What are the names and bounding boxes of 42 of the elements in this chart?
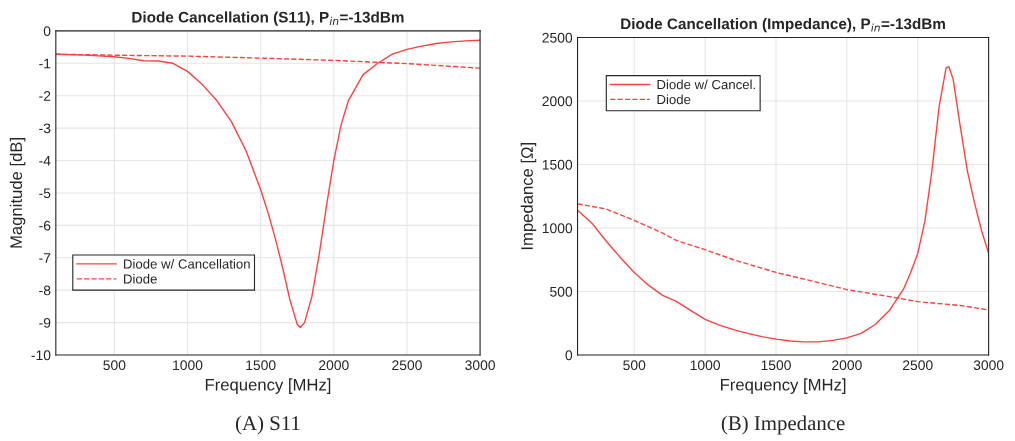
text: (A) S11 [235, 415, 300, 435]
legend-label: Diode w/ Cancellation [124, 258, 250, 269]
y-tick-label: -7 [39, 253, 51, 263]
x-tick-label: 2000 [832, 360, 862, 371]
x-tick-label: 1500 [246, 360, 276, 371]
legend-label: Diode w/ Cancel. [657, 79, 755, 90]
y-tick-label: 1500 [542, 159, 573, 170]
y-tick-label: 0 [565, 350, 573, 361]
x-tick-label: 2500 [902, 360, 933, 371]
x-tick-label: 3000 [973, 360, 1004, 371]
x-tick-label: 2000 [319, 360, 349, 371]
x-tick-label: 500 [623, 360, 646, 371]
y-tick-label: 500 [550, 286, 573, 297]
y-tick-label: -1 [39, 58, 51, 69]
y-tick-label: -8 [39, 285, 51, 296]
y-tick-label: 0 [43, 26, 51, 37]
x-tick-label: 1000 [173, 360, 203, 371]
y-axis-title: Impedance [Ω] [520, 143, 537, 250]
x-tick-label: 500 [103, 360, 126, 371]
y-tick-label: -9 [39, 317, 51, 328]
x-tick-label: 1000 [690, 360, 721, 371]
y-tick-label: 2500 [542, 32, 573, 43]
y-tick-label: -4 [39, 156, 51, 166]
chart-title: Diode Cancellation (S11), P$_{in}$=-13dBm [132, 11, 404, 26]
y-tick-label: 1000 [542, 223, 573, 234]
y-tick-label: -5 [39, 188, 51, 199]
y-tick-label: -10 [31, 350, 51, 361]
y-axis-title: Magnitude [dB] [9, 138, 26, 248]
text: (B) Impedance [721, 415, 845, 435]
line-series [577, 66, 989, 343]
y-tick-label: -6 [39, 220, 51, 231]
x-axis-title: Frequency [MHz] [205, 378, 331, 394]
legend-label: Diode [124, 273, 157, 284]
y-tick-label: -3 [39, 123, 51, 134]
x-tick-label: 3000 [465, 360, 495, 371]
x-tick-label: 1500 [761, 360, 791, 371]
y-tick-label: 2000 [542, 96, 573, 107]
legend-label: Diode [657, 94, 691, 105]
chart-title: Diode Cancellation (Impedance), P$_{in}$=-13dBm [621, 18, 945, 33]
x-tick-label: 2500 [392, 360, 422, 371]
x-axis-title: Frequency [MHz] [721, 378, 846, 394]
y-tick-label: -2 [39, 91, 51, 101]
